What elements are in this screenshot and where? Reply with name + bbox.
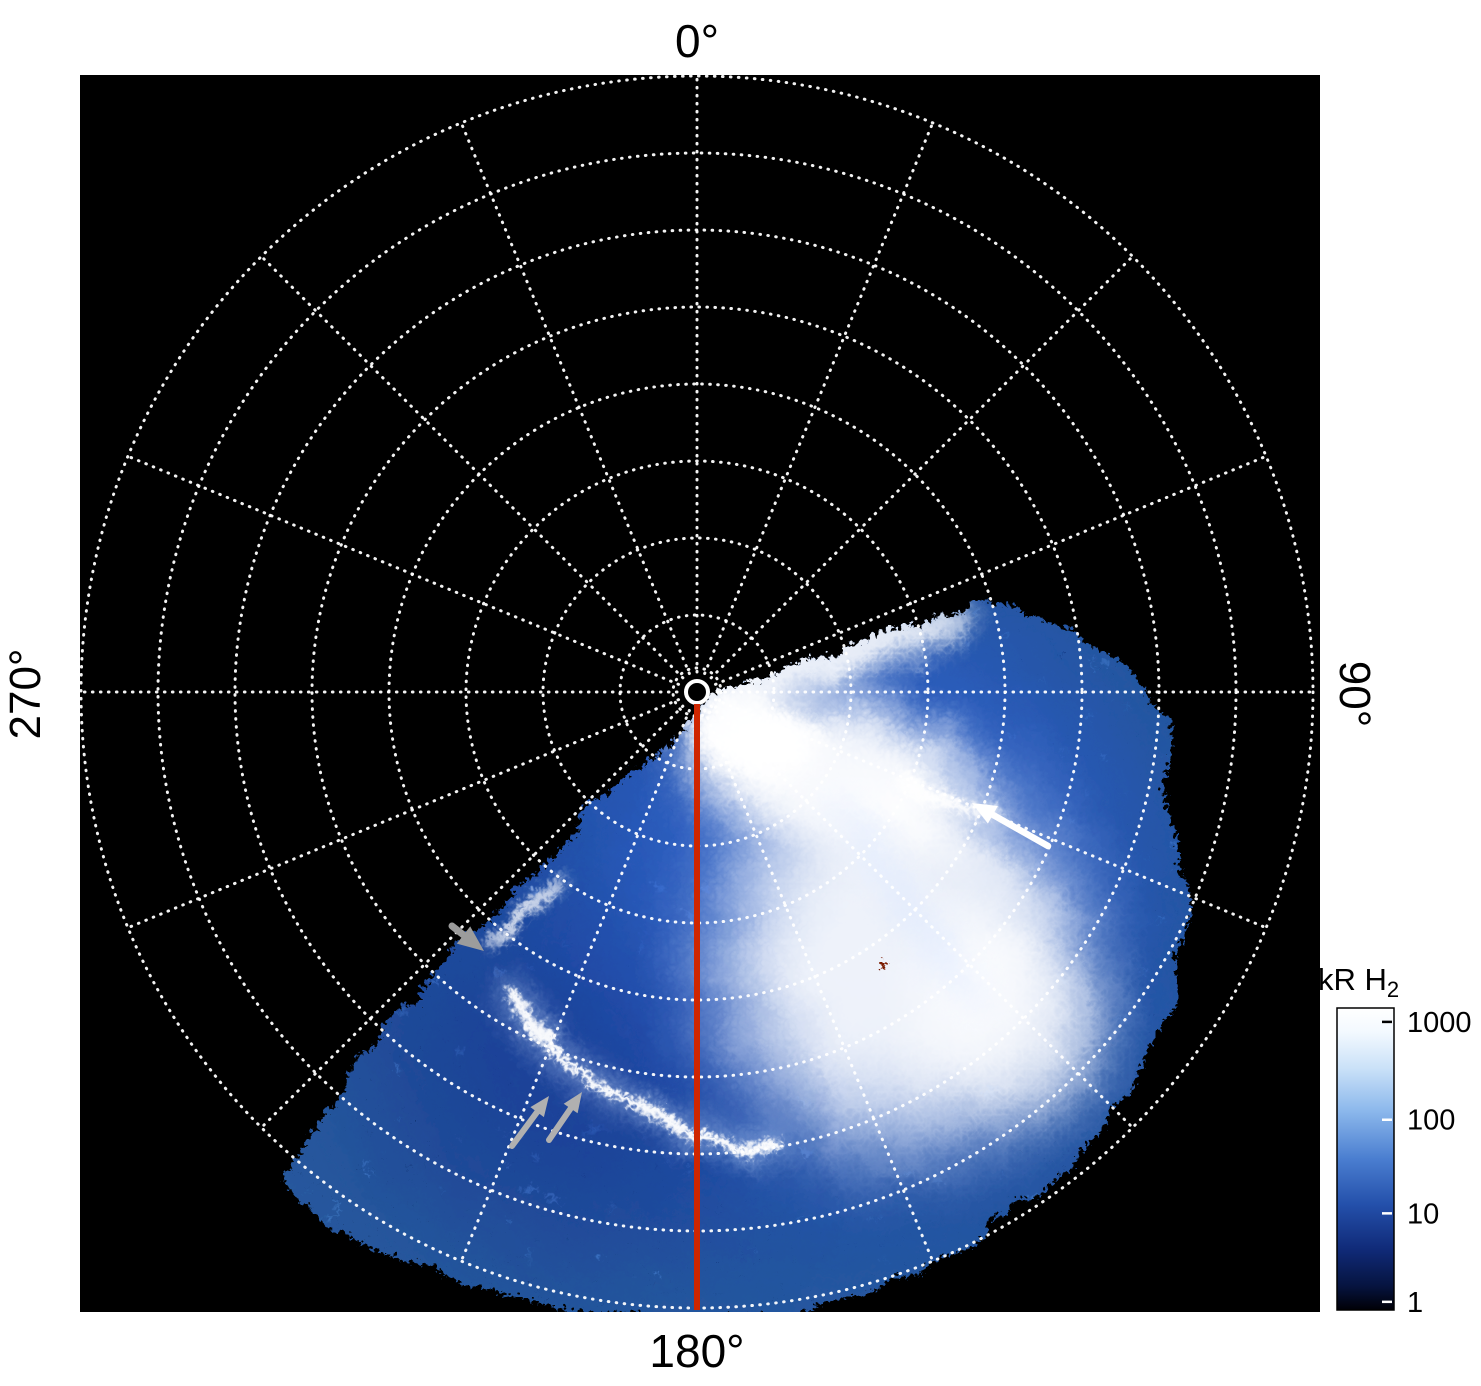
- colorbar-title: kR H2: [1318, 962, 1399, 1002]
- grid-spoke: [126, 454, 681, 686]
- emission-dot: [869, 953, 877, 961]
- grid-ring: [464, 459, 930, 925]
- white-arrow-shaft: [989, 811, 1052, 850]
- grid-spoke: [459, 708, 691, 1263]
- angle-label-0: 0°: [675, 15, 719, 67]
- grid-spoke: [713, 454, 1268, 686]
- emission-blob: [823, 791, 977, 1005]
- angle-label-90: 90°: [1330, 661, 1379, 728]
- grid-spoke: [126, 698, 681, 930]
- annotation-arrows: [448, 803, 1052, 1149]
- grid-inner-ring: [671, 666, 723, 718]
- grid-spoke: [259, 704, 685, 1130]
- auroral-arc: [494, 979, 771, 1147]
- colorbar-title-sub: 2: [1387, 977, 1399, 1002]
- gray-arrow-2-head: [563, 1092, 582, 1114]
- grid-spoke: [259, 254, 685, 680]
- angle-label-270: 270°: [1, 648, 50, 739]
- colorbar-tick-label: 100: [1407, 1105, 1455, 1137]
- grid-center-circle: [684, 679, 710, 705]
- colorbar-border: [1336, 1007, 1395, 1311]
- colorbar-title-main: kR H: [1318, 962, 1387, 997]
- white-arrow-head: [972, 803, 998, 824]
- emission-blob: [342, 912, 698, 1248]
- colorbar-tick-label: 1: [1407, 1287, 1423, 1319]
- grid-spoke: [703, 708, 935, 1263]
- colorbar-tick-label: 1000: [1407, 1007, 1472, 1039]
- gray-arrow-1-shaft: [509, 1109, 541, 1149]
- gray-arrow-2-shaft: [546, 1105, 574, 1143]
- emission-blob: [699, 596, 965, 700]
- colorbar-body: 1000 100 10 1: [1336, 1007, 1472, 1319]
- angle-label-180: 180°: [649, 1325, 744, 1377]
- gray-arrowhead-shaft: [448, 922, 468, 939]
- gray-arrowhead-head: [456, 926, 484, 951]
- emission-features: [342, 591, 1170, 1248]
- colorbar-tick-label: 10: [1407, 1198, 1439, 1230]
- emission-blob: [912, 897, 1088, 1103]
- grid-spoke: [703, 121, 935, 676]
- grid-spoke: [709, 254, 1135, 680]
- colorbar: 1000 100 10 1 kR H2: [1318, 962, 1472, 1319]
- emission-blob: [864, 780, 1046, 910]
- emission-blob: [677, 679, 813, 777]
- grid-ring: [310, 305, 1084, 1079]
- grid-spoke: [459, 121, 691, 676]
- grid-spoke: [709, 704, 1135, 1130]
- colorbar-gradient: [1337, 1008, 1394, 1310]
- gray-arrow-1-head: [530, 1096, 549, 1118]
